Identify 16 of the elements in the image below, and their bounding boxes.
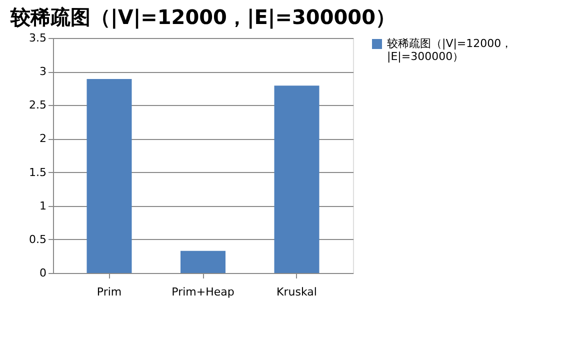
bar xyxy=(86,78,132,273)
y-tick-label: 2 xyxy=(40,132,46,146)
y-tick-label: 3.5 xyxy=(29,32,46,44)
y-tick-label: 1 xyxy=(40,199,46,212)
y-tick-label: 3 xyxy=(40,65,46,78)
y-tick-label: 0 xyxy=(40,266,46,280)
bar xyxy=(274,86,320,273)
y-tick-label: 0.5 xyxy=(29,232,46,246)
y-tick-label: 2.5 xyxy=(29,98,46,112)
y-tick-label: 1.5 xyxy=(29,166,46,179)
bar xyxy=(180,250,226,273)
x-tick-label: Prim+Heap xyxy=(172,286,234,298)
x-tick-label: Prim xyxy=(96,286,122,298)
chart-title: 较稀疏图（|V|=12000，|E|=300000） xyxy=(10,5,396,29)
x-tick-label: Kruskal xyxy=(276,286,317,298)
legend-label: 较稀疏图（|V|=12000，|E|=300000） xyxy=(387,37,512,63)
